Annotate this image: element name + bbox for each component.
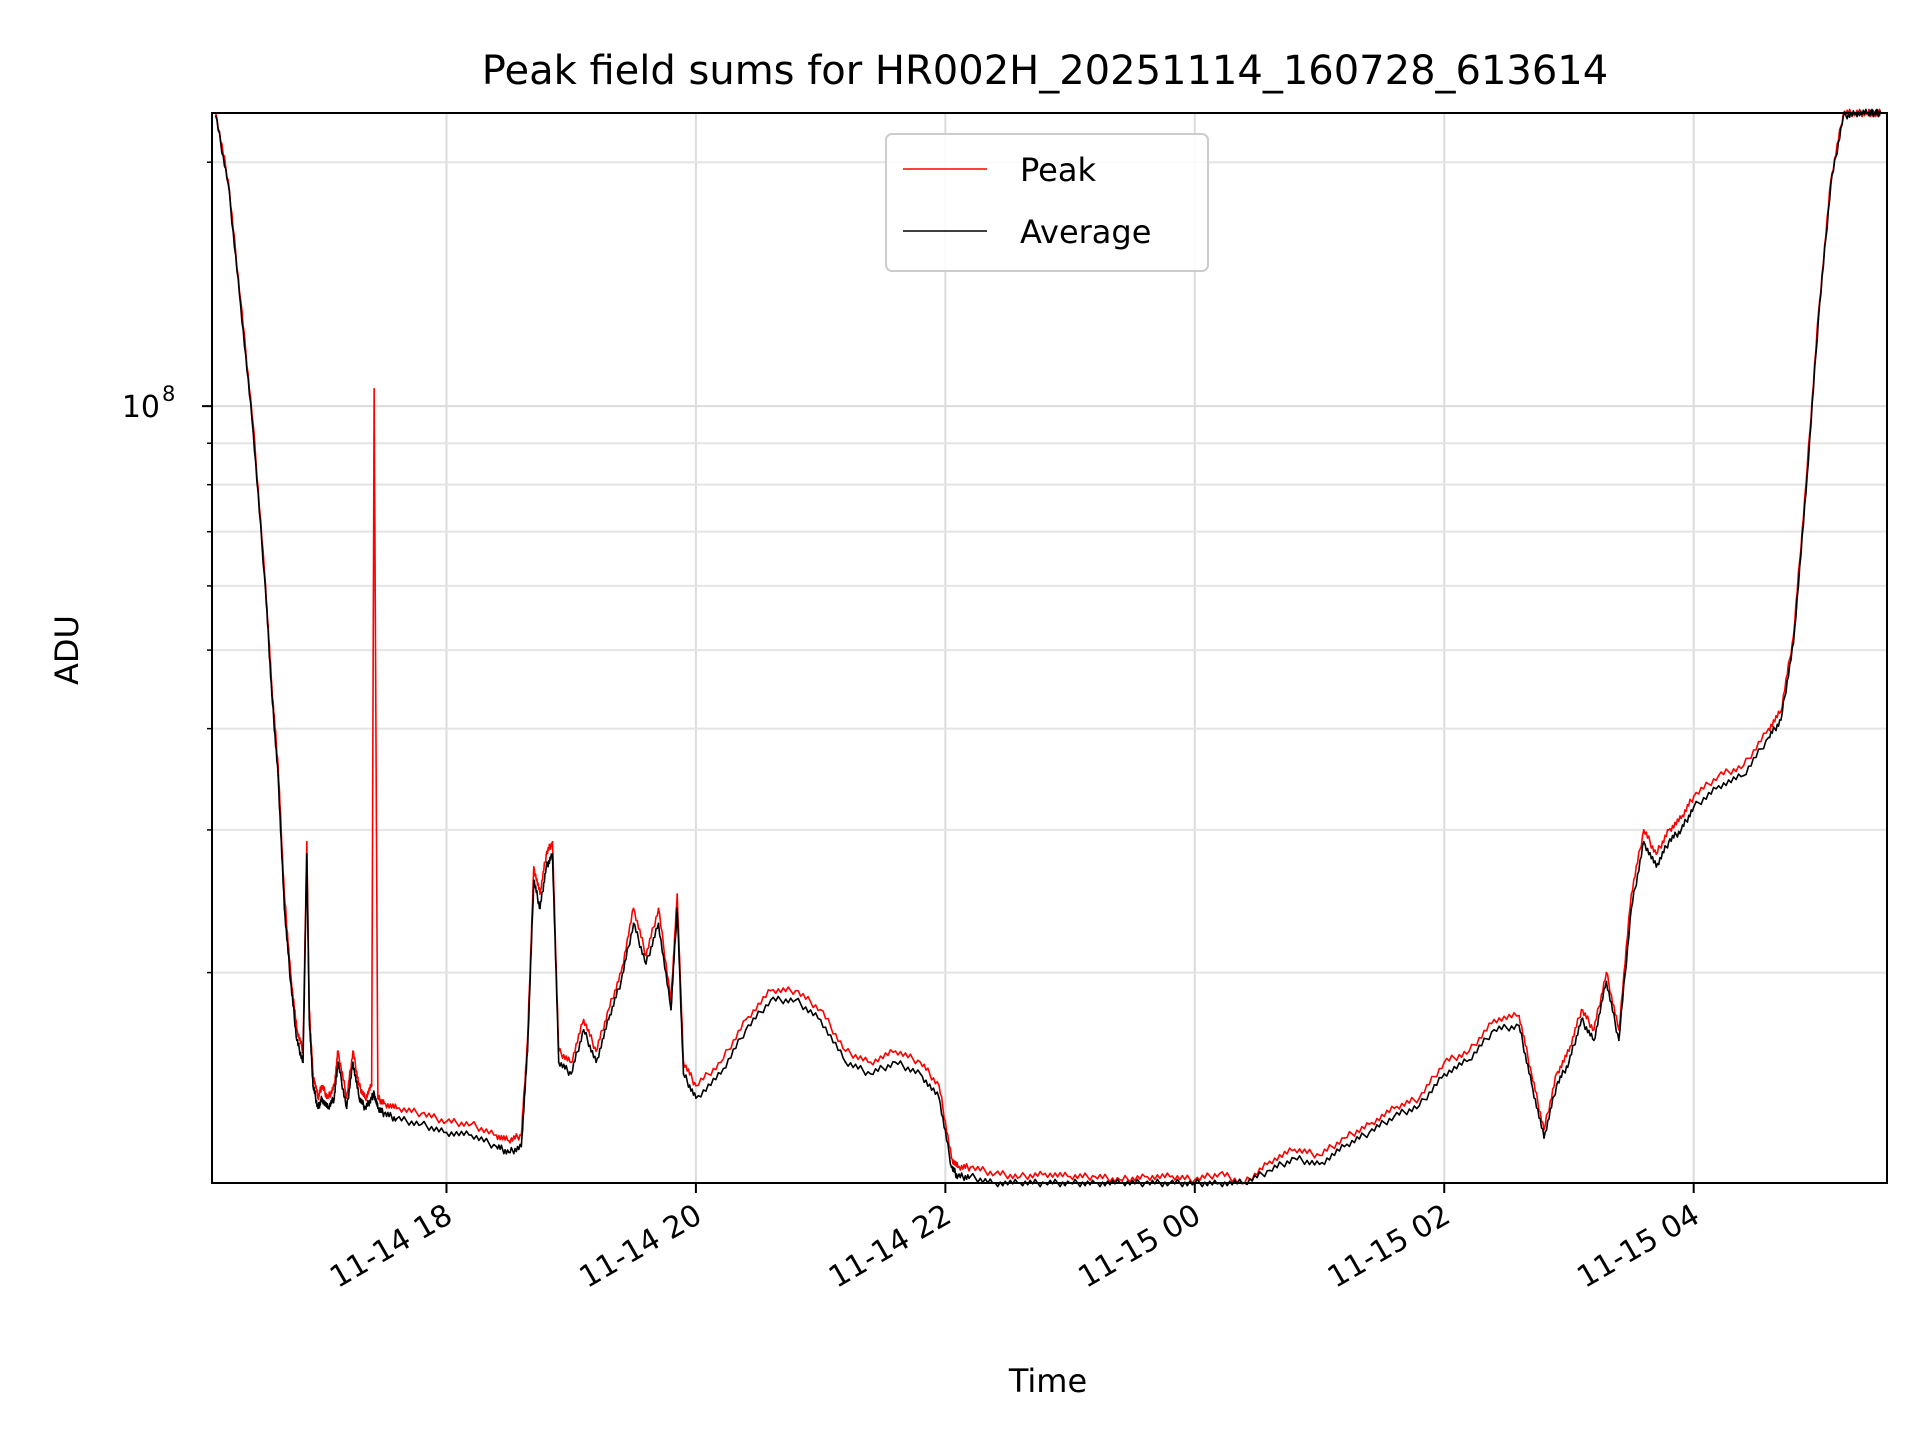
legend-label-peak: Peak bbox=[1020, 151, 1096, 189]
legend-label-average: Average bbox=[1020, 213, 1151, 251]
series-line-average bbox=[214, 108, 1882, 1188]
x-axis-label: Time bbox=[1008, 1362, 1087, 1400]
y-tick-exponent-0: 8 bbox=[162, 382, 175, 406]
y-axis-label: ADU bbox=[48, 615, 86, 685]
plot-frame bbox=[211, 112, 1888, 1184]
legend: Peak Average bbox=[885, 133, 1209, 272]
y-axis: 10 8 bbox=[122, 161, 212, 974]
series-layer bbox=[214, 108, 1882, 1188]
chart-title: Peak field sums for HR002H_20251114_1607… bbox=[482, 48, 1608, 94]
y-tick-label-0: 10 bbox=[122, 390, 160, 425]
series-line-peak bbox=[214, 108, 1881, 1185]
